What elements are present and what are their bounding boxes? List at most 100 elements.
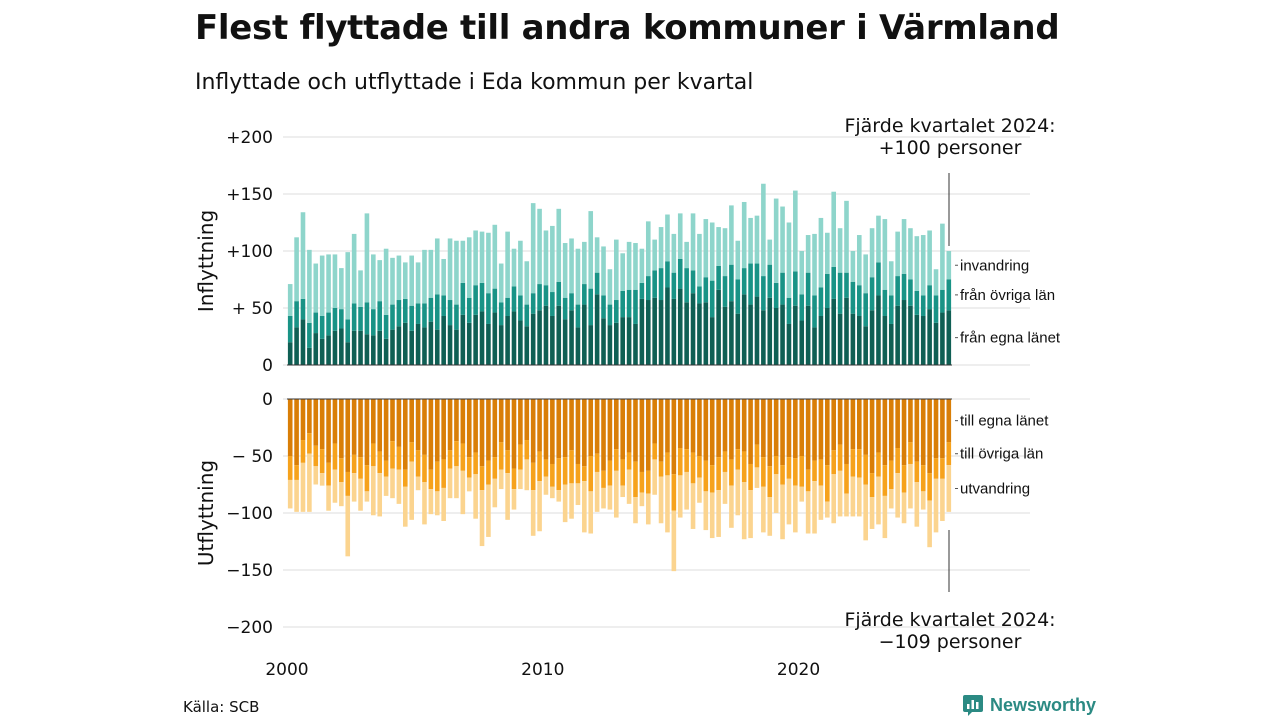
bar-utflyttning-2-13 [371, 466, 376, 516]
bar-utflyttning-0-43 [562, 399, 568, 458]
bar-utflyttning-1-8 [339, 458, 344, 483]
bar-utflyttning-0-70 [735, 399, 741, 450]
bar-inflyttning-1-64 [697, 286, 702, 304]
bar-utflyttning-2-74 [761, 486, 766, 533]
bar-utflyttning-0-58 [658, 399, 664, 462]
bar-inflyttning-2-41 [550, 225, 555, 293]
bar-inflyttning-0-62 [684, 302, 689, 365]
bar-inflyttning-2-7 [332, 254, 338, 308]
bar-inflyttning-0-28 [466, 322, 472, 365]
bar-utflyttning-0-64 [697, 399, 702, 456]
bar-inflyttning-2-58 [658, 227, 664, 269]
bar-utflyttning-1-46 [582, 466, 587, 482]
bar-utflyttning-2-20 [415, 476, 421, 491]
y-tick-label-inflyttning-4: +200 [226, 128, 273, 148]
bar-utflyttning-1-40 [543, 459, 549, 477]
bar-utflyttning-1-97 [908, 442, 913, 464]
bar-utflyttning-2-35 [511, 489, 517, 510]
bar-inflyttning-1-89 [856, 285, 862, 316]
series-label-inflyttning-1: från övriga län [960, 287, 1055, 304]
y-axis-label-utflyttning: Utflyttning [194, 460, 218, 566]
bar-inflyttning-1-40 [543, 285, 549, 306]
bar-utflyttning-0-94 [888, 399, 894, 461]
bar-utflyttning-0-11 [358, 399, 363, 458]
bar-utflyttning-1-2 [300, 440, 306, 463]
bar-utflyttning-1-88 [850, 449, 856, 477]
bar-inflyttning-0-74 [761, 310, 766, 365]
bar-utflyttning-2-97 [908, 463, 913, 509]
bar-utflyttning-2-42 [556, 490, 562, 502]
bar-inflyttning-0-67 [716, 289, 721, 365]
bar-utflyttning-1-70 [735, 449, 741, 470]
bar-utflyttning-2-48 [594, 471, 600, 512]
bar-utflyttning-0-75 [767, 399, 773, 467]
bar-utflyttning-0-47 [588, 399, 594, 456]
bar-utflyttning-2-77 [780, 484, 785, 540]
bar-utflyttning-2-38 [530, 490, 536, 536]
bar-inflyttning-0-35 [511, 311, 517, 365]
bar-utflyttning-2-26 [454, 466, 459, 499]
bar-utflyttning-0-92 [876, 399, 881, 453]
bar-inflyttning-0-82 [812, 327, 817, 365]
bar-inflyttning-1-35 [511, 286, 517, 312]
bar-inflyttning-0-46 [582, 304, 587, 365]
bar-inflyttning-2-14 [377, 260, 383, 302]
bar-inflyttning-0-65 [703, 302, 709, 365]
bar-utflyttning-2-25 [447, 468, 453, 499]
bar-utflyttning-2-8 [339, 482, 344, 507]
bar-utflyttning-2-15 [383, 476, 389, 496]
bar-utflyttning-0-95 [895, 399, 900, 449]
bar-utflyttning-0-89 [856, 399, 862, 450]
bar-inflyttning-1-10 [351, 303, 357, 331]
bar-inflyttning-0-94 [888, 323, 894, 365]
bar-utflyttning-0-69 [729, 399, 734, 460]
bar-inflyttning-0-52 [620, 317, 625, 365]
bar-utflyttning-0-103 [946, 399, 952, 443]
bar-utflyttning-0-55 [639, 399, 645, 472]
bar-utflyttning-0-80 [799, 399, 805, 456]
bar-utflyttning-2-93 [882, 495, 888, 539]
bar-utflyttning-0-39 [537, 399, 542, 452]
bar-utflyttning-0-87 [844, 399, 849, 464]
bar-inflyttning-1-81 [805, 272, 811, 306]
bar-inflyttning-2-10 [351, 233, 357, 304]
bar-utflyttning-2-59 [665, 475, 670, 533]
bar-inflyttning-1-48 [594, 272, 600, 295]
bar-utflyttning-2-7 [332, 469, 338, 503]
bar-utflyttning-1-100 [927, 473, 932, 501]
bar-utflyttning-0-72 [748, 399, 753, 464]
bar-utflyttning-0-37 [524, 399, 530, 441]
bar-inflyttning-2-35 [511, 248, 517, 287]
bar-utflyttning-1-32 [492, 457, 498, 479]
bar-utflyttning-1-96 [901, 465, 907, 493]
bar-utflyttning-1-63 [690, 452, 696, 484]
bar-utflyttning-1-80 [799, 456, 805, 487]
bar-utflyttning-0-96 [901, 399, 907, 466]
bar-utflyttning-1-65 [703, 460, 709, 492]
bar-inflyttning-1-74 [761, 276, 766, 311]
bar-inflyttning-2-33 [498, 263, 504, 303]
bar-utflyttning-2-3 [307, 453, 312, 512]
bar-utflyttning-2-50 [607, 485, 613, 510]
bar-inflyttning-2-9 [345, 252, 351, 320]
bar-inflyttning-0-68 [722, 306, 728, 365]
bar-inflyttning-2-0 [287, 284, 293, 316]
bar-inflyttning-1-36 [518, 295, 523, 321]
bar-inflyttning-0-64 [697, 303, 702, 365]
bar-utflyttning-2-69 [729, 485, 734, 528]
bar-utflyttning-0-14 [377, 399, 383, 452]
bar-utflyttning-2-102 [940, 478, 945, 521]
bar-utflyttning-0-74 [761, 399, 766, 458]
bar-utflyttning-0-35 [511, 399, 517, 469]
bar-utflyttning-2-23 [434, 491, 440, 516]
bar-utflyttning-0-40 [543, 399, 549, 460]
bar-inflyttning-0-7 [332, 330, 338, 365]
bar-utflyttning-1-5 [319, 449, 325, 474]
bar-inflyttning-2-69 [729, 205, 734, 265]
bar-inflyttning-2-48 [594, 237, 600, 273]
brand-logo: Newsworthy [962, 694, 1096, 716]
bar-utflyttning-1-23 [434, 461, 440, 492]
bar-inflyttning-0-44 [569, 310, 574, 365]
bar-utflyttning-2-36 [518, 469, 523, 490]
